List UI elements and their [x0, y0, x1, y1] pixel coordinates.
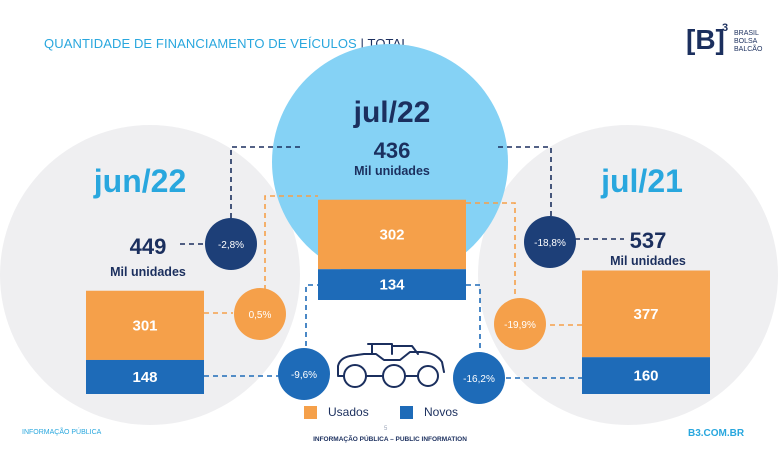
value-label-novos-jul21: 160 — [633, 368, 658, 385]
value-label-usados-jul22: 302 — [379, 226, 404, 243]
connector-usados-jul21 — [466, 202, 582, 326]
connector-total-jun22 — [180, 146, 300, 245]
title-text: QUANTIDADE DE FINANCIAMENTO DE VEÍCULOS — [44, 36, 357, 51]
unit-label-jul21: Mil unidades — [610, 254, 686, 268]
footer-public-info: INFORMAÇÃO PÚBLICA — [22, 429, 102, 436]
category-label-jul21: jul/21 — [600, 163, 683, 199]
logo-mark: [B] — [686, 24, 725, 55]
variation-badge-usados-jun22: 0,5% — [234, 288, 286, 340]
logo-line-1: BRASIL — [734, 30, 759, 37]
variation-text-novos-jun22: -9,6% — [291, 370, 317, 381]
connectors — [180, 146, 624, 379]
page-number: 5 — [384, 426, 388, 432]
value-label-novos-jun22: 148 — [132, 369, 157, 386]
total-label-jul22: 436 — [374, 138, 411, 163]
bar-usados-jun22 — [86, 290, 204, 360]
value-label-usados-jun22: 301 — [132, 317, 157, 334]
total-label-jul21: 537 — [630, 228, 667, 253]
variation-text-usados-jul21: -19,9% — [504, 320, 536, 331]
b3-logo: [B] 3 BRASIL BOLSA BALCÃO — [686, 22, 766, 64]
variation-badge-novos-jun22: -9,6% — [278, 348, 330, 400]
legend-swatch-usados — [304, 406, 317, 419]
logo-line-2: BOLSA — [734, 38, 758, 45]
value-label-usados-jul21: 377 — [633, 306, 658, 323]
bar-novos-jul22 — [318, 269, 466, 300]
total-label-jun22: 449 — [130, 234, 167, 259]
variation-text-novos-jul21: -16,2% — [463, 374, 495, 385]
variation-badge-total-jul21: -18,8% — [524, 216, 576, 268]
legend-label-novos: Novos — [424, 405, 459, 419]
bar-usados-jul21 — [582, 270, 710, 358]
variation-badge-novos-jul21: -16,2% — [453, 352, 505, 404]
category-label-jul22: jul/22 — [353, 96, 431, 129]
variation-badge-usados-jul21: -19,9% — [494, 298, 546, 350]
category-label-jun22: jun/22 — [93, 163, 186, 199]
footer-public-information: INFORMAÇÃO PÚBLICA – PUBLIC INFORMATION — [313, 436, 467, 443]
legend-label-usados: Usados — [328, 405, 369, 419]
variation-text-total-jun22: -2,8% — [218, 240, 244, 251]
value-label-novos-jul22: 134 — [379, 277, 405, 294]
variation-text-total-jul21: -18,8% — [534, 238, 566, 249]
title-separator: | — [360, 36, 365, 51]
connector-usados-jun22 — [204, 195, 318, 314]
variation-text-usados-jun22: 0,5% — [249, 310, 272, 321]
bar-novos-jul21 — [582, 357, 710, 394]
logo-superscript: 3 — [722, 22, 729, 34]
bar-usados-jul22 — [318, 199, 466, 270]
connector-novos-jul21 — [466, 284, 582, 379]
variation-badge-total-jun22: -2,8% — [205, 218, 257, 270]
bar-novos-jun22 — [86, 359, 204, 394]
vehicles-icon — [337, 343, 445, 388]
unit-label-jun22: Mil unidades — [110, 265, 186, 279]
connector-total-jul21 — [498, 146, 624, 240]
logo-words: BRASIL BOLSA BALCÃO — [734, 30, 762, 54]
footer-website[interactable]: B3.COM.BR — [688, 428, 745, 439]
connector-novos-jun22 — [204, 284, 318, 377]
logo-line-3: BALCÃO — [734, 46, 763, 53]
legend-swatch-novos — [400, 406, 413, 419]
circle-jun22 — [0, 125, 300, 425]
unit-label-jul22: Mil unidades — [354, 164, 430, 178]
